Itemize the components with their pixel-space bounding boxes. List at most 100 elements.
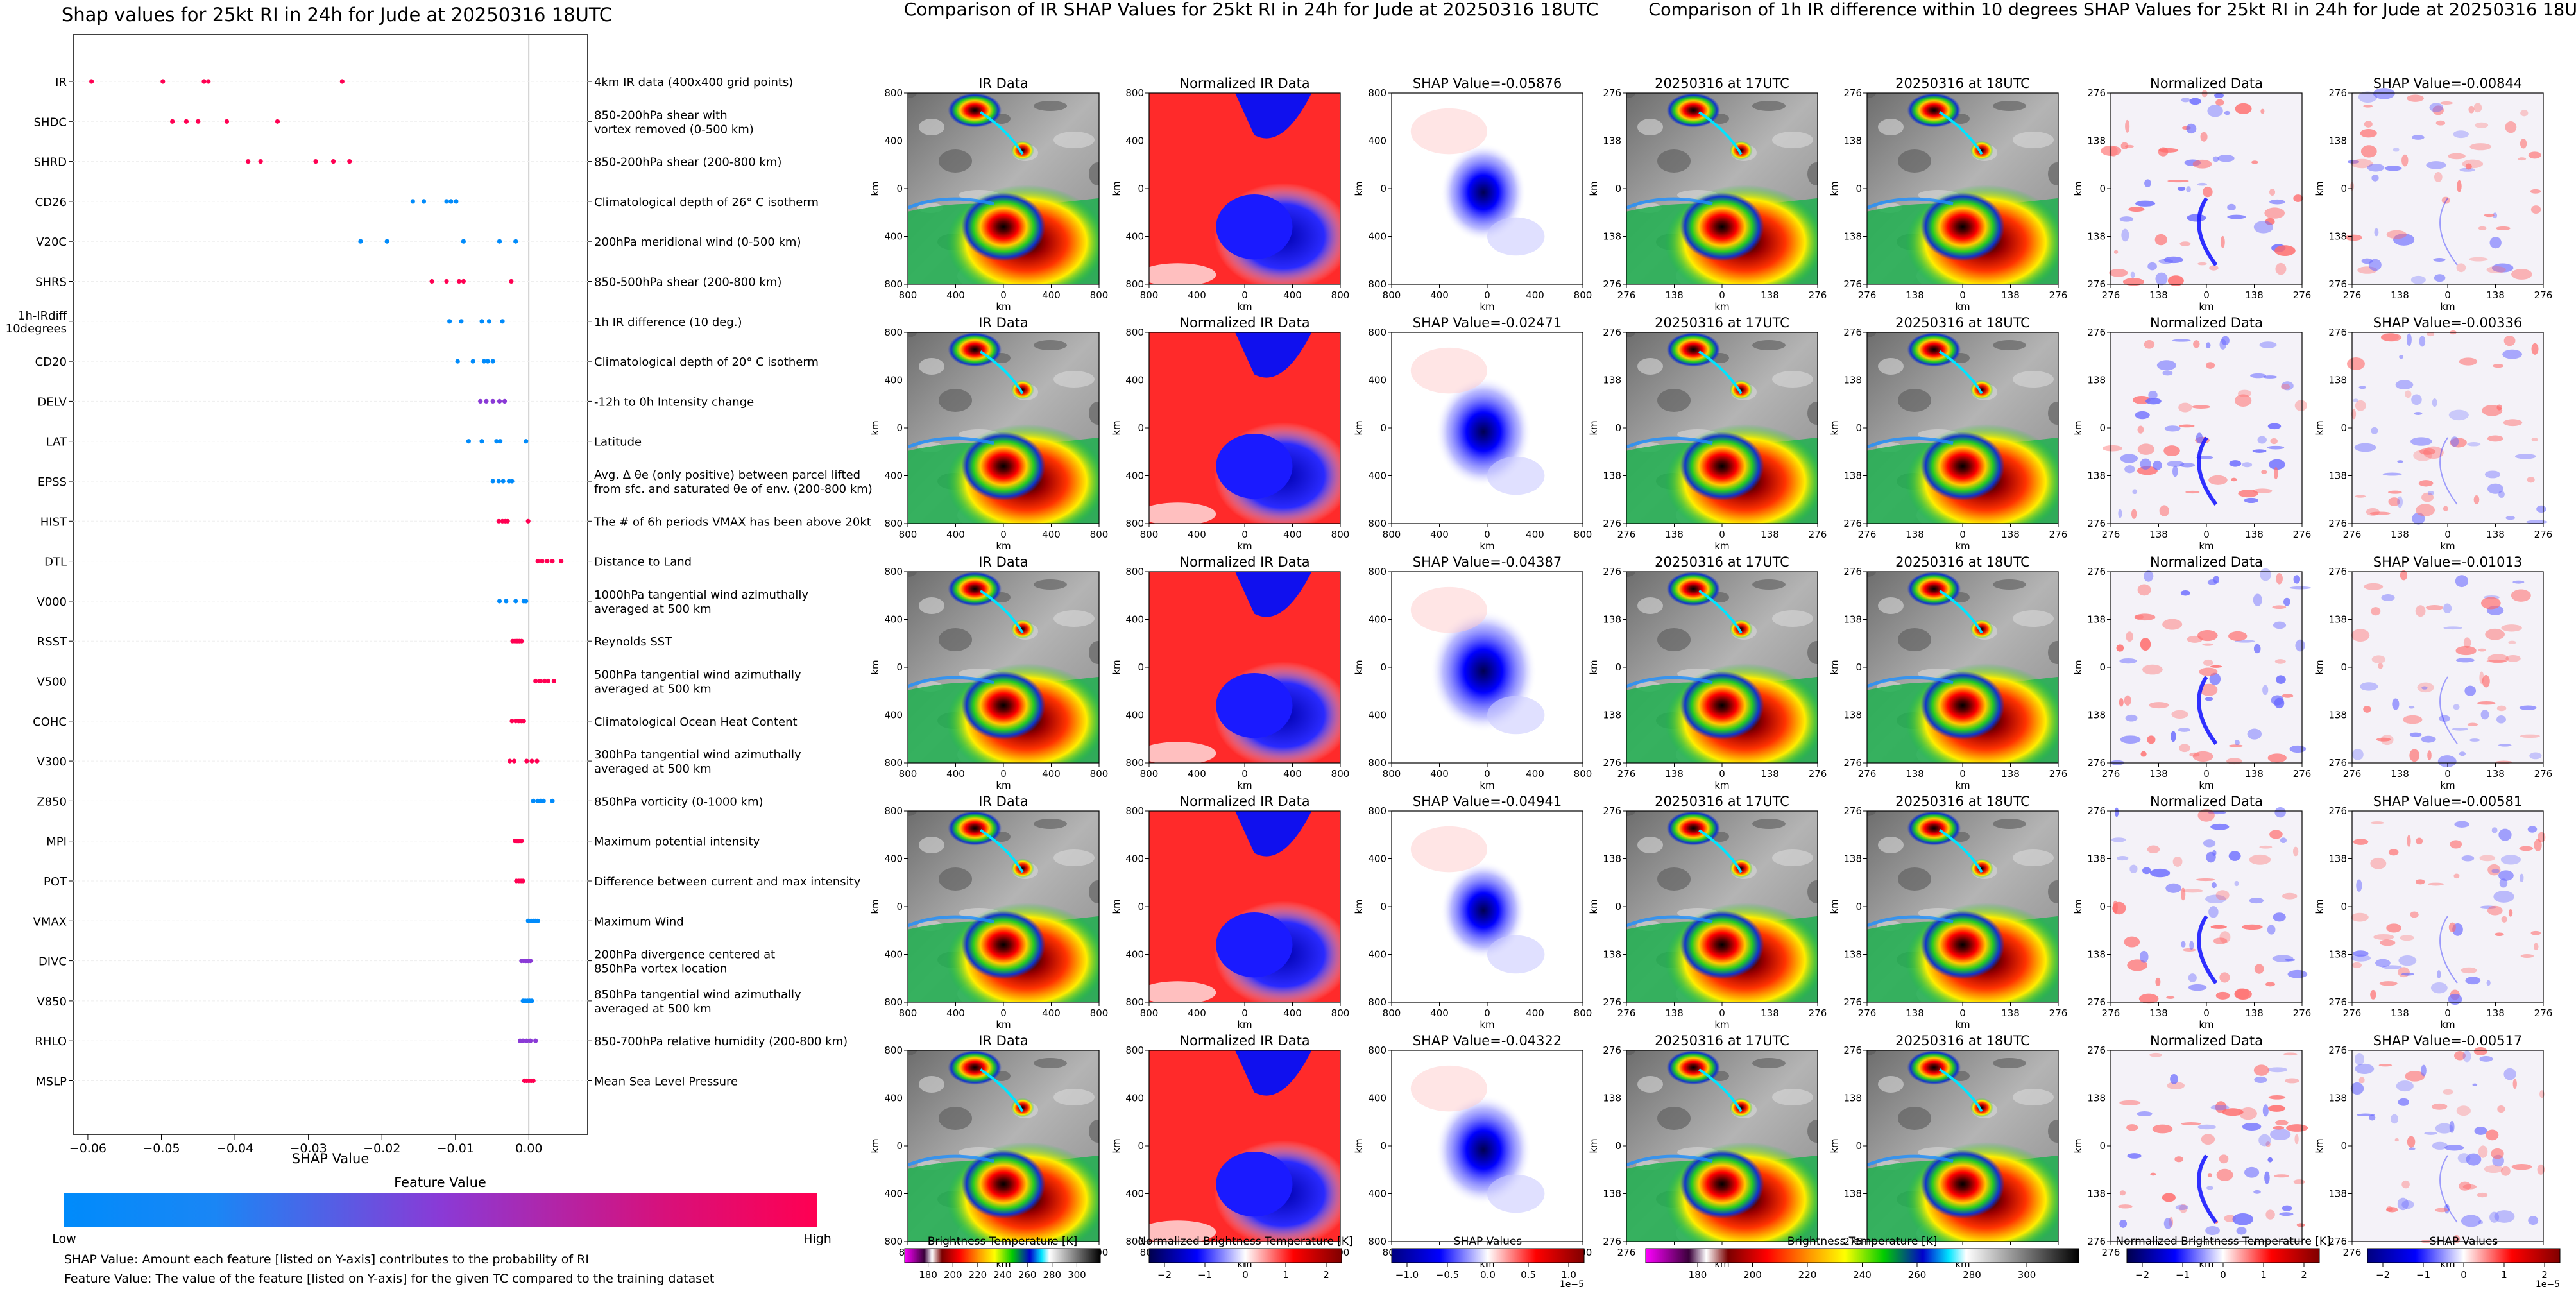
- feature-name-epss: EPSS: [38, 475, 67, 489]
- feature-name-z850: Z850: [37, 795, 67, 808]
- x-tick-label: 0: [1000, 529, 1007, 540]
- y-tick-label: 400: [884, 135, 903, 147]
- y-axis-label: km: [1588, 420, 1599, 435]
- x-tick-label: 276: [2343, 1007, 2362, 1019]
- colorbar-gradient: [1148, 1248, 1342, 1263]
- panel-title: SHAP Value=-0.00517: [2373, 1033, 2523, 1048]
- feature-name-v20c: V20C: [36, 235, 67, 249]
- y-tick-label: 276: [2087, 518, 2106, 529]
- feature-name-irdiff: 1h-IRdiff: [18, 309, 67, 323]
- feature-description: averaged at 500 km: [594, 1002, 712, 1016]
- x-tick-label: 400: [946, 768, 965, 780]
- y-tick-label: 138: [2328, 470, 2347, 482]
- y-axis-label: km: [1588, 181, 1599, 196]
- panel-title: Normalized IR Data: [1179, 794, 1309, 809]
- shap-point: [496, 518, 501, 524]
- shap-summary-chart: Shap values for 25kt RI in 24h for Jude …: [6, 4, 873, 1246]
- y-tick-label: 138: [2087, 375, 2106, 386]
- y-tick-label: 400: [884, 614, 903, 626]
- irdiff-panel-r1-c3: Normalized Data2762761381380013813827627…: [2072, 76, 2311, 312]
- colorbar-tick-label: −1: [2176, 1269, 2190, 1281]
- x-tick-label: 400: [1526, 768, 1544, 780]
- shap-point: [550, 559, 555, 564]
- y-tick-label: 400: [884, 231, 903, 243]
- feature-description: Distance to Land: [594, 556, 692, 569]
- irdiff-panel-r5-c1: 20250316 at 17UTC27627613813800138138276…: [1588, 1033, 1827, 1270]
- x-tick-label: 0: [1000, 1007, 1007, 1019]
- y-tick-label: 276: [1843, 278, 1862, 290]
- shap-point: [524, 439, 529, 444]
- y-tick-label: 276: [1843, 996, 1862, 1008]
- x-axis-label: km: [1480, 1019, 1494, 1030]
- feature-name-ir: IR: [55, 76, 67, 89]
- x-tick-label: 800: [1383, 529, 1401, 540]
- x-axis-label: km: [1955, 780, 1970, 791]
- y-tick-label: 138: [2328, 375, 2347, 386]
- shap-point: [479, 319, 484, 324]
- normalized-imagery: [1149, 332, 1340, 524]
- colorbar-tick-label: −1: [1198, 1269, 1212, 1281]
- y-tick-label: 138: [2087, 470, 2106, 482]
- irdiff-panel-r2-c2: 20250316 at 18UTC27627613813800138138276…: [1829, 315, 2067, 552]
- y-tick-label: 276: [2328, 278, 2347, 290]
- x-tick-label: 276: [2343, 1247, 2362, 1258]
- x-tick-label: 276: [2293, 1007, 2312, 1019]
- x-tick-label: 0: [2444, 289, 2451, 301]
- x-axis-label: km: [996, 780, 1011, 791]
- shap-point: [535, 559, 540, 564]
- x-axis-label: km: [2199, 301, 2213, 312]
- y-tick-label: 138: [1843, 470, 1862, 482]
- y-tick-label: 0: [1615, 1140, 1621, 1152]
- y-tick-label: 138: [1603, 949, 1621, 960]
- x-tick-label: 138: [2245, 529, 2264, 540]
- y-tick-label: 276: [1843, 805, 1862, 817]
- y-tick-label: 0: [2099, 183, 2106, 194]
- irdiff-panel-r1-c4: SHAP Value=-0.00844276276138138001381382…: [2314, 76, 2552, 312]
- shap-point: [490, 398, 495, 404]
- panel-title: Normalized Data: [2150, 554, 2263, 570]
- feature-name-delv: DELV: [37, 395, 67, 409]
- colorbar-tick-label: −1.0: [1395, 1269, 1419, 1281]
- feature-description: Climatological depth of 26° C isotherm: [594, 196, 819, 209]
- x-axis-label: km: [2199, 780, 2213, 791]
- y-tick-label: 276: [1843, 1045, 1862, 1056]
- panel-title: 20250316 at 17UTC: [1655, 794, 1789, 809]
- y-tick-label: 276: [1603, 87, 1621, 99]
- y-tick-label: 276: [1603, 278, 1621, 290]
- feature-description: Avg. Δ θe (only positive) between parcel…: [594, 468, 860, 482]
- colorbar-label: SHAP Values: [2430, 1235, 2498, 1248]
- x-tick-label: 276: [1617, 1007, 1636, 1019]
- ir-comparison-title: Comparison of IR SHAP Values for 25kt RI…: [904, 0, 1599, 20]
- feature-name-cd20: CD20: [35, 355, 67, 369]
- x-tick-label: 0: [1484, 768, 1490, 780]
- x-tick-label: 138: [2245, 1007, 2264, 1019]
- y-tick-label: 138: [1603, 614, 1621, 626]
- x-tick-label: 138: [1906, 768, 1924, 780]
- y-axis-label: km: [2314, 899, 2325, 914]
- x-tick-label: 138: [1761, 768, 1779, 780]
- y-tick-label: 138: [1603, 135, 1621, 147]
- colorbar-tick-label: −1: [2416, 1269, 2430, 1281]
- y-tick-label: 0: [1855, 183, 1862, 194]
- y-tick-label: 138: [1603, 853, 1621, 865]
- y-axis-label: km: [1588, 899, 1599, 914]
- x-tick-label: 800: [1140, 768, 1159, 780]
- ir-imagery: [1626, 811, 1818, 1002]
- x-tick-label: 276: [2102, 1007, 2120, 1019]
- feature-description: Difference between current and max inten…: [594, 875, 861, 889]
- ir-panel-r2-c3: SHAP Value=-0.02471800800400400004004008…: [1353, 315, 1592, 552]
- colorbar-tick-label: 240: [993, 1269, 1012, 1281]
- y-tick-label: 400: [1368, 470, 1386, 482]
- feature-name-cohc: COHC: [33, 715, 67, 729]
- y-tick-label: 0: [1380, 183, 1386, 194]
- y-tick-label: 400: [1125, 1093, 1144, 1104]
- chart-title: Shap values for 25kt RI in 24h for Jude …: [62, 4, 612, 26]
- x-tick-label: 276: [2534, 1007, 2553, 1019]
- x-axis-label: km: [1237, 780, 1252, 791]
- y-tick-label: 276: [2328, 996, 2347, 1008]
- y-tick-label: 400: [1125, 231, 1144, 243]
- x-tick-label: 138: [1761, 1007, 1779, 1019]
- feature-description: Maximum Wind: [594, 915, 684, 928]
- y-tick-label: 400: [1125, 375, 1144, 386]
- x-tick-label: 800: [1574, 1007, 1592, 1019]
